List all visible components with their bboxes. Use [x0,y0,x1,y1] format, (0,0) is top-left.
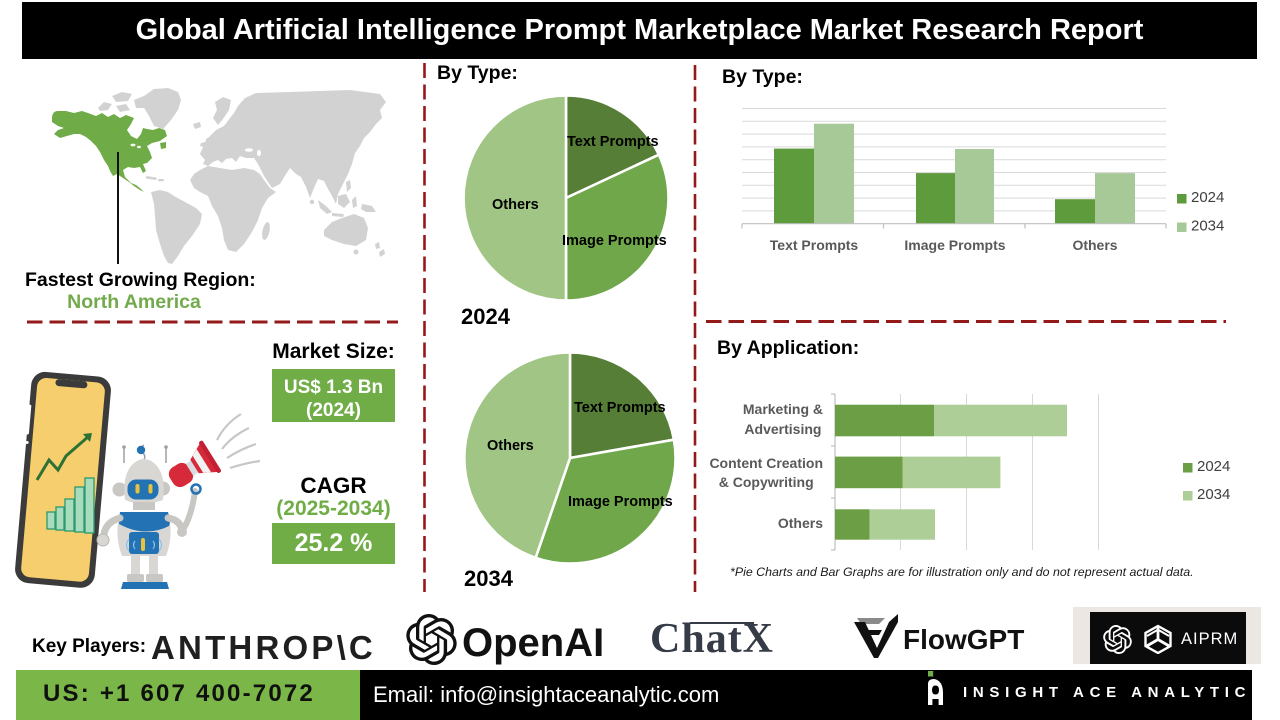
svg-text:2024: 2024 [1197,458,1230,475]
svg-text:2024: 2024 [1191,189,1224,206]
svg-text:2034: 2034 [1197,486,1230,503]
svg-text:2034: 2034 [1191,218,1224,235]
